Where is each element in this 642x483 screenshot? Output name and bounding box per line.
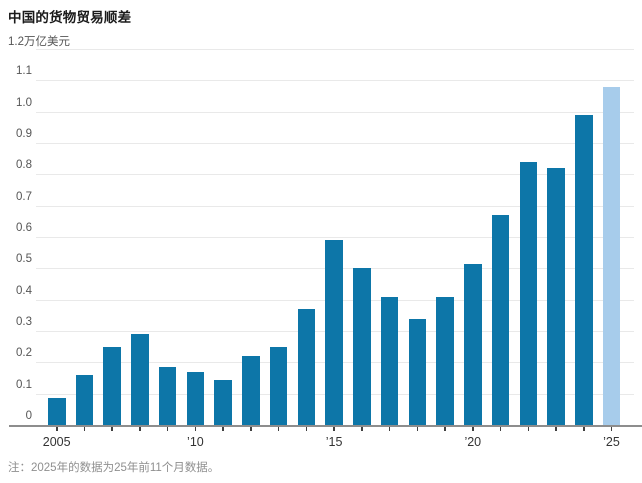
gridline-0.6 <box>36 237 634 238</box>
y-tick-label-0.2: 0.2 <box>16 347 32 360</box>
bar-2008 <box>131 334 149 425</box>
gridline-1.2 <box>36 49 634 50</box>
bar-2017 <box>380 296 399 425</box>
x-tick-2025 <box>610 427 613 431</box>
x-tick-2016 <box>361 427 363 431</box>
bar-2016 <box>353 268 371 425</box>
y-tick-label-1.1: 1.1 <box>16 65 32 78</box>
x-tick-2012 <box>250 427 252 431</box>
bar-2021 <box>491 215 510 425</box>
x-tick-2009 <box>166 427 169 431</box>
bar-2007 <box>103 346 121 425</box>
y-axis-unit-label: 1.2万亿美元 <box>8 33 75 49</box>
x-axis-label-2025: ’25 <box>603 435 620 449</box>
bar-2011 <box>214 379 232 425</box>
x-tick-2021 <box>499 427 502 431</box>
gridline-1.0 <box>36 111 634 113</box>
bar-2012 <box>242 356 260 425</box>
y-tick-label-0.4: 0.4 <box>16 284 32 297</box>
x-tick-2023 <box>555 427 557 431</box>
x-axis-label-2005: 2005 <box>42 435 71 449</box>
bar-2018 <box>408 318 426 425</box>
y-tick-label-0.0: 0 <box>25 410 32 422</box>
x-axis-label-2020: ’20 <box>464 435 482 449</box>
x-tick-2014 <box>305 427 308 431</box>
y-tick-label-0.3: 0.3 <box>16 316 32 328</box>
bar-2013 <box>269 346 288 425</box>
x-tick-2005 <box>56 427 58 431</box>
y-tick-label-0.7: 0.7 <box>16 190 32 203</box>
x-tick-2017 <box>388 427 391 431</box>
bar-2025 <box>602 86 621 425</box>
x-tick-2013 <box>277 427 280 431</box>
footnote: 注：2025年的数据为25年前11个月数据。 <box>8 462 220 474</box>
x-tick-2010 <box>194 427 197 431</box>
y-tick-label-1.0: 1.0 <box>16 96 32 109</box>
bar-2010 <box>186 371 205 425</box>
x-tick-2018 <box>416 427 418 431</box>
bar-2020 <box>464 263 482 425</box>
bar-2023 <box>547 168 565 425</box>
y-tick-label-0.9: 0.9 <box>16 128 32 140</box>
gridline-0.8 <box>36 174 634 176</box>
x-tick-2019 <box>444 427 446 431</box>
y-tick-label-0.1: 0.1 <box>16 378 32 391</box>
chart-title: 中国的货物贸易顺差 <box>8 10 132 25</box>
gridline-0.7 <box>36 205 634 207</box>
x-axis-line <box>9 425 642 427</box>
bar-2005 <box>48 398 66 425</box>
gridline-1.1 <box>36 80 634 82</box>
y-tick-label-0.6: 0.6 <box>16 222 32 234</box>
x-axis-label-2010: ’10 <box>187 435 204 449</box>
bar-2019 <box>436 296 454 425</box>
x-tick-2020 <box>472 427 474 431</box>
x-tick-2022 <box>527 427 529 431</box>
x-tick-2006 <box>83 427 86 431</box>
x-tick-2015 <box>333 427 335 431</box>
bar-2015 <box>325 240 343 425</box>
x-tick-2011 <box>222 427 224 431</box>
bar-2009 <box>158 367 177 425</box>
y-tick-label-0.8: 0.8 <box>16 159 32 172</box>
x-tick-2008 <box>139 427 141 431</box>
bar-2006 <box>75 374 94 425</box>
gridline-0.9 <box>36 143 634 144</box>
x-tick-2024 <box>583 427 585 431</box>
bar-2024 <box>575 114 593 425</box>
x-tick-2007 <box>111 427 113 431</box>
x-axis-label-2015: ’15 <box>325 435 343 449</box>
bar-2022 <box>519 161 537 425</box>
y-tick-label-0.5: 0.5 <box>16 253 32 266</box>
bar-2014 <box>297 309 316 425</box>
